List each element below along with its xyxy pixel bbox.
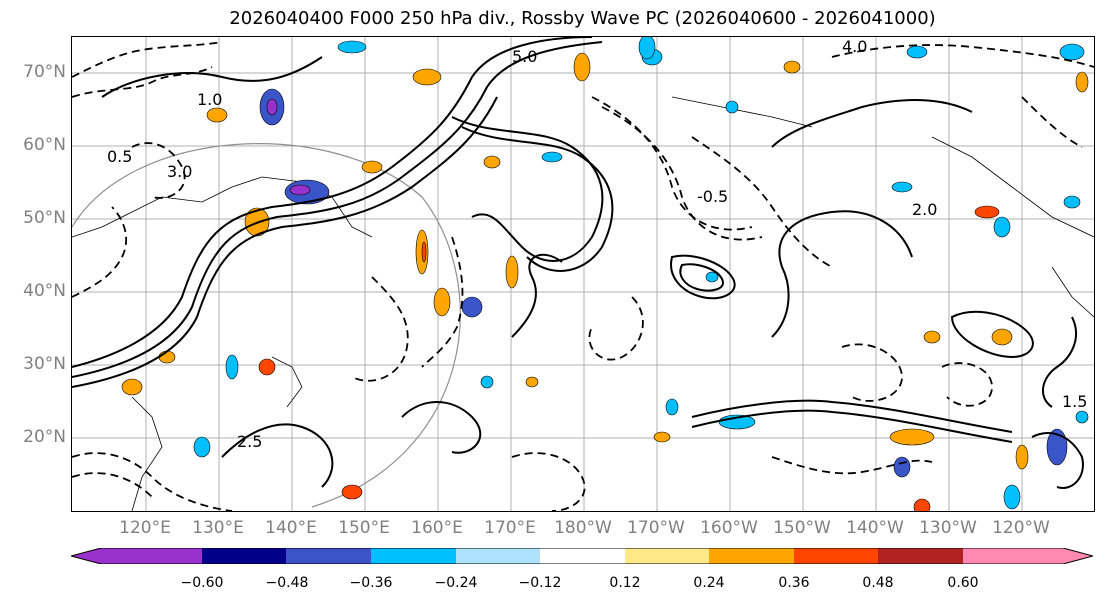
colorbar-extend-high xyxy=(1063,548,1093,564)
colorbar xyxy=(71,548,1093,564)
contour-label-3-0: 3.0 xyxy=(167,162,192,181)
contour-label-2-5: 2.5 xyxy=(237,432,262,451)
contour-label-neg-0-5: -0.5 xyxy=(697,187,728,206)
lon-label-170w: 170°W xyxy=(627,518,685,538)
map-field-svg: 4.0 3.0 5.0 1.0 0.5 2.0 -0.5 1.5 2.5 xyxy=(72,37,1094,511)
colorbar-segment xyxy=(101,548,202,564)
map-panel: 4.0 3.0 5.0 1.0 0.5 2.0 -0.5 1.5 2.5 xyxy=(71,36,1095,512)
plot-title: 2026040400 F000 250 hPa div., Rossby Wav… xyxy=(229,8,936,29)
colorbar-tick-neg-0-12: −0.12 xyxy=(518,575,562,591)
colorbar-tick-0-60: 0.60 xyxy=(947,575,979,591)
colorbar-tick-0-12: 0.12 xyxy=(609,575,641,591)
lat-label-70n: 70°N xyxy=(23,62,66,82)
colorbar-segment xyxy=(709,548,794,564)
colorbar-tick-neg-0-48: −0.48 xyxy=(265,575,309,591)
lon-label-130w: 130°W xyxy=(919,518,977,538)
coastlines xyxy=(72,96,1094,511)
colorbar-tick-0-48: 0.48 xyxy=(862,575,894,591)
lon-label-140w: 140°W xyxy=(846,518,904,538)
lon-label-120w: 120°W xyxy=(992,518,1050,538)
colorbar-segment xyxy=(202,548,286,564)
lon-label-170e: 170°E xyxy=(484,518,536,538)
lat-label-60n: 60°N xyxy=(23,135,66,155)
lat-label-30n: 30°N xyxy=(23,354,66,374)
lon-label-130e: 130°E xyxy=(192,518,244,538)
colorbar-tick-neg-0-60: −0.60 xyxy=(180,575,224,591)
dashed-contours xyxy=(72,41,1094,511)
lat-label-50n: 50°N xyxy=(23,208,66,228)
lon-label-160w: 160°W xyxy=(700,518,758,538)
shaded-divergence xyxy=(121,37,1089,511)
lon-label-120e: 120°E xyxy=(119,518,171,538)
colorbar-segment xyxy=(794,548,878,564)
colorbar-extend-low xyxy=(71,548,101,564)
colorbar-tick-neg-0-24: −0.24 xyxy=(434,575,478,591)
lon-label-140e: 140°E xyxy=(265,518,317,538)
lon-label-150e: 150°E xyxy=(338,518,390,538)
solid-contours xyxy=(72,37,1084,489)
lat-label-40n: 40°N xyxy=(23,281,66,301)
contour-label-5-0: 5.0 xyxy=(512,47,537,66)
contour-label-2-0: 2.0 xyxy=(912,200,937,219)
colorbar-tick-0-24: 0.24 xyxy=(693,575,725,591)
graticule xyxy=(72,37,1094,511)
colorbar-segment xyxy=(540,548,625,564)
contour-label-1-0: 1.0 xyxy=(197,90,222,109)
colorbar-segments xyxy=(71,548,1093,564)
colorbar-tick-0-36: 0.36 xyxy=(778,575,810,591)
outline-circle xyxy=(72,143,461,508)
contour-label-1-5: 1.5 xyxy=(1062,392,1087,411)
colorbar-segment xyxy=(371,548,456,564)
lat-label-20n: 20°N xyxy=(23,427,66,447)
contour-label-4-0: 4.0 xyxy=(842,37,867,56)
colorbar-segment xyxy=(963,548,1063,564)
lon-label-150w: 150°W xyxy=(773,518,831,538)
colorbar-segment xyxy=(625,548,709,564)
colorbar-segment xyxy=(878,548,963,564)
lon-label-180w: 180°W xyxy=(554,518,612,538)
contour-label-group: 4.0 3.0 5.0 1.0 0.5 2.0 -0.5 1.5 2.5 xyxy=(107,37,1087,451)
contour-label-0-5: 0.5 xyxy=(107,147,132,166)
colorbar-segment xyxy=(456,548,540,564)
colorbar-tick-neg-0-36: −0.36 xyxy=(349,575,393,591)
lon-label-160e: 160°E xyxy=(411,518,463,538)
colorbar-segment xyxy=(286,548,371,564)
